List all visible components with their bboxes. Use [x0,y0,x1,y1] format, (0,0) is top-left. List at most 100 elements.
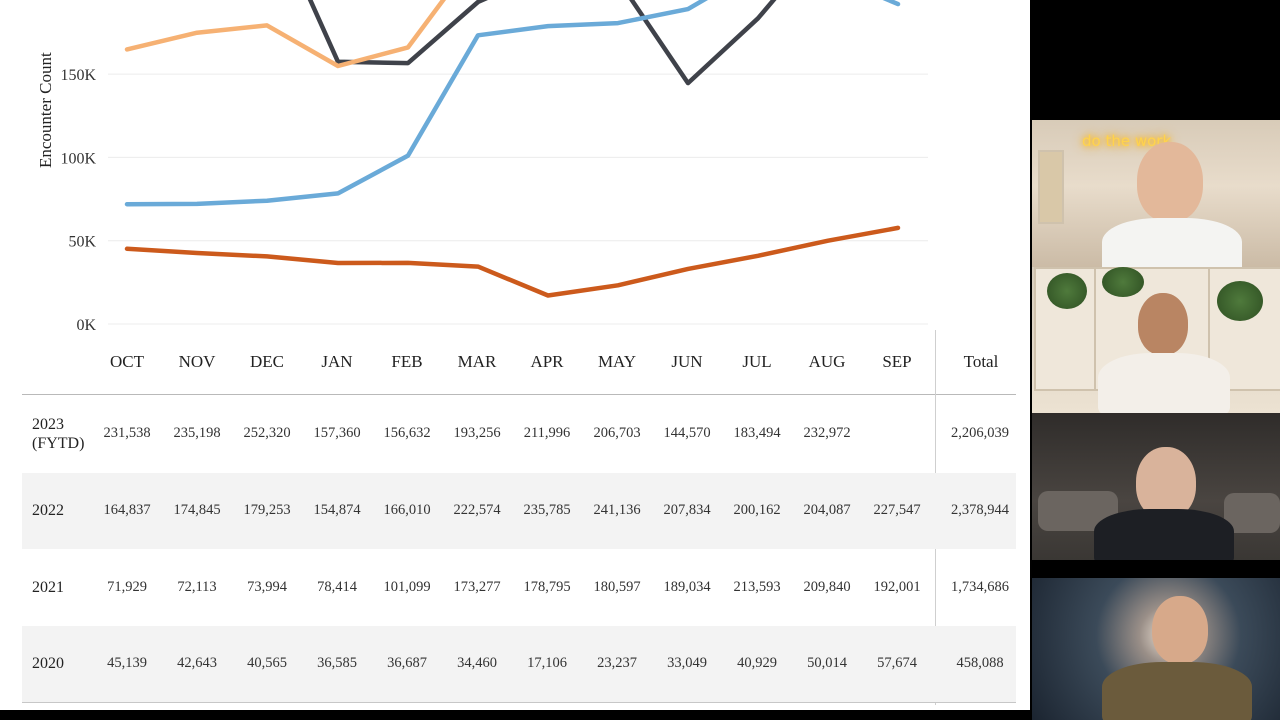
participant-video-1[interactable]: do the work [1032,120,1280,267]
row-year-label: 2020 [32,655,64,672]
y-axis-label: Encounter Count [36,52,55,168]
month-header-jan: JAN [321,352,353,371]
table-cell: 207,834 [663,502,711,518]
y-axis-ticks: 0K 50K 100K 150K [60,67,96,330]
month-header-dec: DEC [250,352,284,371]
table-cell: 235,198 [173,425,221,441]
table-cell: 211,996 [523,425,571,441]
table-header: OCT NOV DEC JAN FEB MAR APR MAY JUN JUL AUG SEP Tota… [22,330,1016,396]
table-row: 2021 71,929 72,113 73,994 78,414 101,099 173,2… [22,549,1016,626]
month-header-nov: NOV [178,352,216,371]
table-cell: 204,087 [803,502,851,518]
series-line-2023 [307,0,777,86]
table-cell: 36,585 [317,655,357,671]
table-cell: 200,162 [733,502,781,518]
table-cell: 71,929 [107,578,147,595]
participant-4-shirt [1102,662,1252,720]
table-cell: 45,139 [107,655,147,671]
month-header-apr: APR [530,352,564,371]
row-year-label: 2023 (FYTD) [32,416,85,452]
participant-video-4[interactable] [1032,578,1280,720]
row-total: 2,206,039 [951,425,1009,441]
table-cell: 180,597 [593,578,641,595]
participant-video-3[interactable] [1032,413,1280,560]
table-cell: 232,972 [803,425,851,441]
table-cell: 40,929 [737,655,777,671]
wall-frame [1038,150,1064,224]
y-tick-label: 50K [68,234,96,251]
series-line-2020 [124,225,901,298]
table-cell: 144,570 [663,425,711,441]
row-year-label: 2021 [32,578,64,596]
table-cell: 73,994 [247,578,287,595]
participant-2-avatar [1138,293,1188,355]
table-cell: 57,674 [877,655,917,671]
y-tick-label: 0K [76,317,96,330]
table-cell: 157,360 [313,425,361,441]
table-cell: 23,237 [597,655,637,671]
month-header-aug: AUG [808,352,846,371]
table-cell: 173,277 [453,578,501,595]
table-cell: 213,593 [733,578,781,595]
table-cell: 154,874 [313,502,361,518]
table-cell: 183,494 [733,425,781,441]
month-header-jun: JUN [671,352,703,371]
table-cell: 231,538 [103,425,151,441]
participant-2-hoodie [1098,353,1230,413]
participant-1-shirt [1102,218,1242,267]
table-cell: 192,001 [873,578,921,595]
table-row: 2023 (FYTD) 231,538 235,198 252,320 157,360 15… [22,396,1016,472]
plant-icon [1047,273,1087,309]
participant-1-avatar [1137,142,1203,222]
table-cell: 178,795 [523,578,571,595]
encounter-line-chart: 0K 50K 100K 150K Encounter Count [36,0,928,330]
series-line-2021 [124,0,901,207]
table-cell: 174,845 [173,502,221,518]
chart-gridlines [108,73,928,325]
sofa-right [1224,493,1280,533]
month-header-feb: FEB [391,352,423,371]
row-year-label: 2022 [32,502,64,519]
table-cell: 206,703 [593,425,641,441]
table-cell: 235,785 [523,502,571,518]
month-header-mar: MAR [457,352,497,371]
total-header: Total [963,352,999,371]
table-cell: 156,632 [383,425,431,441]
table-cell: 164,837 [103,502,151,518]
table-cell: 101,099 [383,578,431,595]
table-cell: 33,049 [667,655,707,671]
table-row: 2022 164,837 174,845 179,253 154,874 166,010 2… [22,473,1016,549]
month-header-may: MAY [597,352,637,371]
encounter-table: OCT NOV DEC JAN FEB MAR APR MAY JUN JUL AUG SEP Tota… [22,330,1016,705]
table-cell: 34,460 [457,655,497,671]
chart-series [124,0,901,298]
participant-4-avatar [1152,596,1208,664]
table-cell: 179,253 [243,502,291,518]
month-header-oct: OCT [110,352,144,371]
table-cell: 72,113 [177,578,217,595]
month-header-sep: SEP [882,352,912,371]
table-cell: 36,687 [387,655,427,671]
y-tick-label: 150K [60,67,96,84]
table-cell: 78,414 [317,578,357,595]
table-cell: 227,547 [873,502,921,518]
participant-video-2[interactable] [1032,267,1280,413]
row-total: 2,378,944 [951,502,1009,518]
table-cell: 17,106 [527,655,567,671]
plant-icon [1217,281,1263,321]
participant-3-avatar [1136,447,1196,519]
month-header-jul: JUL [742,352,772,371]
table-bottom-border [22,702,1016,703]
table-cell: 241,136 [593,502,641,518]
series-line-2022 [124,0,447,69]
y-tick-label: 100K [60,150,96,167]
header-divider [22,394,1016,395]
row-total: 1,734,686 [951,578,1009,595]
table-cell: 252,320 [243,425,291,441]
table-cell: 189,034 [663,578,711,595]
participant-3-sweater [1094,509,1234,560]
table-cell: 40,565 [247,655,287,671]
table-row: 2020 45,139 42,643 40,565 36,585 36,687 34,460… [22,626,1016,702]
shared-screen-slide: 0K 50K 100K 150K Encounter Count OCT NOV DEC J… [0,0,1030,710]
neon-sign: do the work [1082,132,1172,150]
